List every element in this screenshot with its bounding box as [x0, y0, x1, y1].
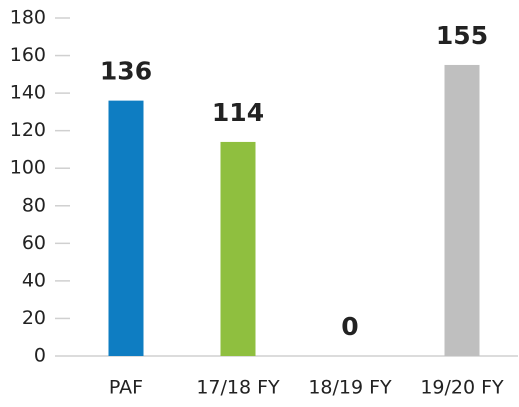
y-tick-label: 60 — [22, 232, 46, 254]
y-tick-label: 40 — [22, 269, 46, 291]
y-tick-label: 20 — [22, 307, 46, 329]
x-tick-label: PAF — [109, 377, 143, 399]
y-tick-label: 120 — [10, 119, 46, 141]
y-tick-label: 140 — [10, 82, 46, 104]
y-tick-label: 180 — [10, 7, 46, 29]
y-tick-label: 160 — [10, 44, 46, 66]
y-tick-label: 80 — [22, 194, 46, 216]
data-label: 155 — [436, 21, 488, 50]
bar — [108, 100, 144, 356]
data-label: 136 — [100, 57, 152, 86]
y-tick-label: 0 — [34, 345, 46, 367]
x-tick-label: 17/18 FY — [196, 377, 280, 399]
x-tick-label: 18/19 FY — [308, 377, 392, 399]
data-label: 0 — [341, 312, 358, 341]
x-tick-label: 19/20 FY — [420, 377, 504, 399]
y-tick-label: 100 — [10, 157, 46, 179]
data-label: 114 — [212, 98, 264, 127]
bar — [444, 64, 480, 356]
bar — [220, 141, 256, 356]
